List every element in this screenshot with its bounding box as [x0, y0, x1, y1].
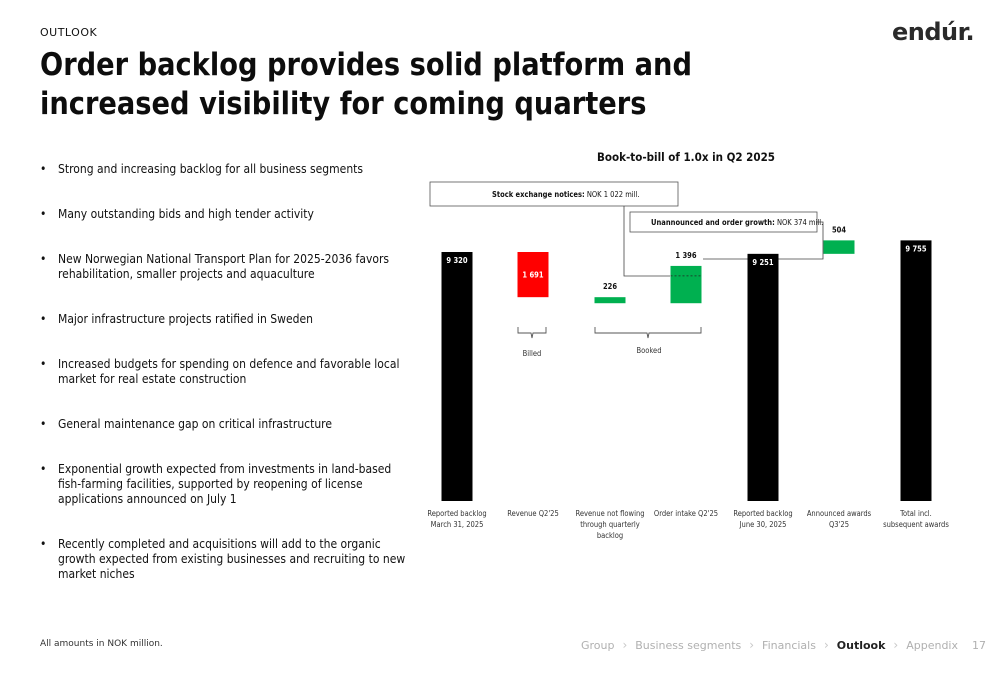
value-label-4: 1 396 [675, 251, 696, 260]
value-label-5: 9 251 [752, 258, 773, 267]
annotation-stock-exchange: Stock exchange notices: NOK 1 022 mill. [492, 190, 640, 199]
value-label-3: 226 [603, 282, 617, 291]
annotation-stock-exchange-text: NOK 1 022 mill. [585, 190, 640, 199]
brace-layer: Billed Booked [517, 327, 702, 358]
category-label-2: Revenue Q2'25 [507, 509, 559, 518]
value-labels-layer: 9 320 1 691 226 1 396 9 251 504 9 755 [446, 225, 926, 291]
bar-3 [594, 297, 626, 304]
category-labels-layer: Reported backlog March 31, 2025 Revenue Q2… [427, 509, 949, 540]
bar-7 [900, 240, 932, 501]
bullet-item: Many outstanding bids and high tender ac… [40, 207, 415, 222]
nav-item-group[interactable]: Group [580, 638, 615, 652]
nav-item-appendix[interactable]: Appendix [906, 638, 958, 652]
value-label-7: 9 755 [905, 244, 926, 253]
nav-item-outlook[interactable]: Outlook [836, 638, 886, 652]
annotation-unannounced: Unannounced and order growth: NOK 374 mi… [651, 218, 823, 227]
chart-title: Book-to-bill of 1.0x in Q2 2025 [597, 150, 775, 164]
bullet-item: Increased budgets for spending on defenc… [40, 357, 415, 387]
category-label-1: Reported backlog March 31, 2025 [427, 509, 486, 529]
brace-billed [517, 327, 547, 339]
value-label-6: 504 [832, 225, 846, 234]
chevron-right-icon: › [749, 638, 755, 652]
bar-6 [823, 240, 855, 254]
bullet-item: General maintenance gap on critical infr… [40, 417, 415, 432]
nav-item-business-segments[interactable]: Business segments [635, 638, 742, 652]
nav-item-financials[interactable]: Financials [762, 638, 816, 652]
bullet-list: Strong and increasing backlog for all bu… [40, 162, 415, 582]
company-logo: endúr. [892, 18, 975, 46]
category-label-6: Announced awards Q3'25 [807, 509, 872, 529]
bar-5 [747, 253, 779, 501]
category-label-3: Revenue not flowing through quarterly back… [575, 509, 644, 540]
page-title: Order backlog provides solid platform an… [40, 47, 692, 122]
bar-4 [670, 265, 702, 304]
annotation-layer: Stock exchange notices: NOK 1 022 mill. … [429, 181, 824, 277]
annotation-unannounced-bold: Unannounced and order growth: [651, 218, 775, 227]
footnote: All amounts in NOK million. [40, 639, 163, 649]
bullet-item: Recently completed and acquisitions will… [40, 537, 415, 582]
section-label: OUTLOOK [40, 26, 98, 39]
breadcrumb-nav: Group › Business segments › Financials ›… [581, 638, 986, 652]
chevron-right-icon: › [823, 638, 829, 652]
category-label-4: Order intake Q2'25 [654, 509, 718, 518]
category-label-5: Reported backlog June 30, 2025 [733, 509, 792, 529]
bullet-item: Exponential growth expected from investm… [40, 462, 415, 507]
bars-layer [441, 240, 932, 501]
annotation-box-stock-exchange [429, 181, 679, 207]
value-label-2: 1 691 [522, 271, 543, 280]
annotation-unannounced-text: NOK 374 mill. [775, 218, 823, 227]
brace-label-billed: Billed [523, 349, 542, 358]
bar-1 [441, 252, 473, 501]
connector-stock-exchange [623, 206, 670, 277]
category-label-7: Total incl. subsequent awards [883, 509, 949, 529]
page-number: 17 [972, 638, 986, 652]
bullet-item: New Norwegian National Transport Plan fo… [40, 252, 415, 282]
brace-booked [594, 327, 702, 339]
annotation-stock-exchange-bold: Stock exchange notices: [492, 190, 585, 199]
bullet-item: Major infrastructure projects ratified i… [40, 312, 415, 327]
value-label-1: 9 320 [446, 256, 467, 265]
bullet-item: Strong and increasing backlog for all bu… [40, 162, 415, 177]
bar-2 [517, 252, 549, 298]
chevron-right-icon: › [622, 638, 628, 652]
brace-label-booked: Booked [637, 346, 662, 355]
chevron-right-icon: › [893, 638, 899, 652]
